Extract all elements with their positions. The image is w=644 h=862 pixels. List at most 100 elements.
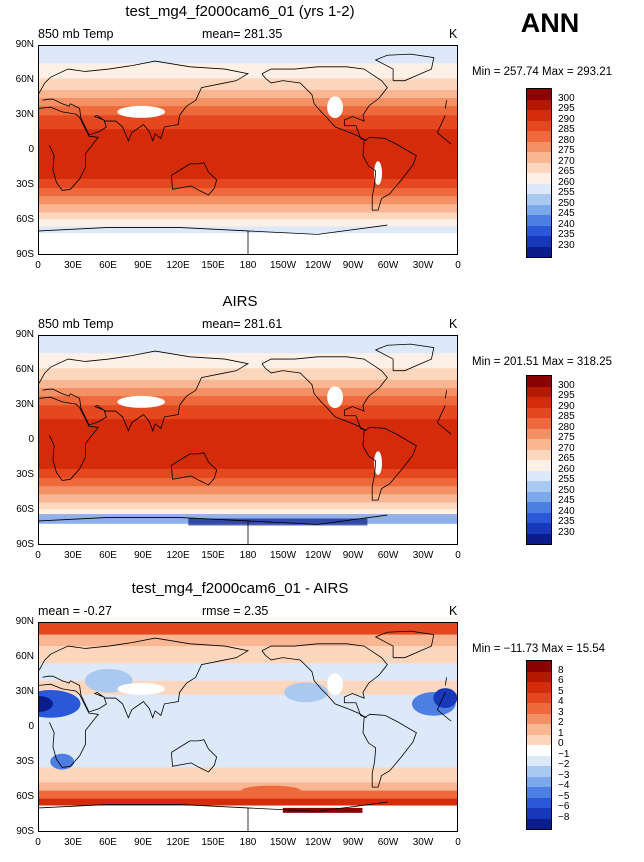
- colorbar-swatch: [527, 533, 551, 544]
- panel-title: test_mg4_f2000cam6_01 - AIRS: [131, 580, 349, 597]
- lon-tick-label: 0: [455, 550, 461, 561]
- lon-tick-label: 0: [455, 837, 461, 848]
- lat-tick-label: 60N: [15, 651, 34, 662]
- colorbar-label: 255: [558, 474, 575, 485]
- colorbar-swatch: [527, 162, 551, 173]
- lon-tick-label: 120E: [166, 837, 190, 848]
- colorbar-swatch: [527, 661, 551, 672]
- lat-tick-label: 30N: [15, 686, 34, 697]
- lon-tick-label: 150E: [201, 260, 225, 271]
- colorbar-swatch: [527, 502, 551, 513]
- colorbar-swatch: [527, 173, 551, 184]
- colorbar-label: 255: [558, 187, 575, 198]
- colorbar-swatch: [527, 755, 551, 766]
- lon-tick-label: 30E: [64, 837, 82, 848]
- colorbar-swatch: [527, 152, 551, 163]
- lat-tick-label: 90S: [16, 539, 34, 550]
- colorbar-swatch: [527, 386, 551, 397]
- min-max-label: Min = 201.51 Max = 318.25: [472, 356, 613, 368]
- lon-tick-label: 30W: [412, 550, 434, 561]
- lon-tick-label: 30W: [412, 837, 434, 848]
- lat-tick-label: 0: [28, 144, 34, 155]
- lon-tick-label: 30W: [412, 260, 434, 271]
- lat-tick-label: 60N: [15, 364, 34, 375]
- colorbar-swatch: [527, 397, 551, 408]
- lat-tick-label: 90S: [16, 249, 34, 260]
- colorbar-swatch: [527, 671, 551, 682]
- lat-tick-label: 30N: [15, 399, 34, 410]
- colorbar-label: −3: [558, 769, 570, 781]
- lat-tick-label: 0: [28, 721, 34, 732]
- lon-tick-label: 120E: [166, 550, 190, 561]
- colorbar-swatch: [527, 766, 551, 777]
- map-plot: [38, 335, 458, 545]
- colorbar-label: 5: [558, 685, 564, 697]
- lat-tick-label: 30S: [16, 179, 34, 190]
- map-canvas: [39, 46, 457, 254]
- colorbar-swatch: [527, 713, 551, 724]
- colorbar-label: 1: [558, 727, 564, 739]
- colorbar-label: 230: [558, 239, 575, 251]
- lon-tick-label: 0: [35, 837, 41, 848]
- lon-tick-label: 90E: [134, 550, 152, 561]
- map-plot: [38, 622, 458, 832]
- colorbar-label: 295: [558, 103, 575, 114]
- colorbar-label: −8: [558, 811, 570, 823]
- colorbar-swatch: [527, 523, 551, 534]
- season-label: ANN: [520, 8, 580, 38]
- map-panel: test_mg4_f2000cam6_01 - AIRS mean = -0.27…: [0, 577, 644, 862]
- colorbar-label: 290: [558, 400, 575, 412]
- lon-tick-label: 90W: [342, 837, 364, 848]
- variable-label: 850 mb Temp: [38, 27, 114, 41]
- lat-tick-label: 60S: [16, 504, 34, 515]
- colorbar-swatch: [527, 745, 551, 756]
- colorbar-swatch: [527, 808, 551, 819]
- lat-tick-label: 90N: [15, 39, 34, 50]
- lat-tick-label: 90S: [16, 826, 34, 837]
- lon-tick-label: 90W: [342, 260, 364, 271]
- lat-tick-label: 90N: [15, 616, 34, 627]
- colorbar-label: 260: [558, 463, 575, 475]
- lon-tick-label: 0: [455, 260, 461, 271]
- colorbar: [526, 88, 552, 258]
- colorbar-swatch: [527, 215, 551, 226]
- colorbar-swatch: [527, 439, 551, 450]
- lon-tick-label: 120W: [304, 550, 332, 561]
- colorbar-swatch: [527, 407, 551, 418]
- lat-tick-label: 30N: [15, 109, 34, 120]
- lat-tick-label: 0: [28, 434, 34, 445]
- colorbar-swatch: [527, 246, 551, 257]
- lat-tick-label: 60S: [16, 214, 34, 225]
- map-canvas: [39, 336, 457, 544]
- colorbar-label: 4: [558, 696, 564, 707]
- lat-tick-label: 90N: [15, 329, 34, 340]
- colorbar-swatch: [527, 110, 551, 121]
- colorbar-swatch: [527, 797, 551, 808]
- colorbar-label: 290: [558, 113, 575, 125]
- statistic-label: mean= 281.35: [202, 27, 283, 41]
- colorbar-label: 295: [558, 390, 575, 401]
- lon-tick-label: 60E: [99, 550, 117, 561]
- colorbar-label: 240: [558, 218, 575, 230]
- lon-tick-label: 0: [35, 550, 41, 561]
- lon-tick-label: 120W: [304, 260, 332, 271]
- colorbar-label: 240: [558, 505, 575, 517]
- min-max-label: Min = 257.74 Max = 293.21: [472, 66, 613, 78]
- colorbar-swatch: [527, 787, 551, 798]
- lon-tick-label: 60E: [99, 837, 117, 848]
- lon-tick-label: 90E: [134, 837, 152, 848]
- colorbar-swatch: [527, 776, 551, 787]
- statistic-label: rmse = 2.35: [202, 604, 269, 618]
- lon-tick-label: 60W: [377, 260, 399, 271]
- colorbar-label: 8: [558, 664, 564, 676]
- colorbar-label: 275: [558, 145, 575, 156]
- lon-tick-label: 30E: [64, 550, 82, 561]
- lon-tick-label: 60E: [99, 260, 117, 271]
- colorbar-swatch: [527, 491, 551, 502]
- lon-tick-label: 180: [239, 837, 257, 848]
- colorbar-label: 2: [558, 717, 564, 728]
- panel-title: test_mg4_f2000cam6_01 (yrs 1-2): [125, 3, 355, 20]
- colorbar: [526, 375, 552, 545]
- colorbar-swatch: [527, 481, 551, 492]
- lat-tick-label: 60N: [15, 74, 34, 85]
